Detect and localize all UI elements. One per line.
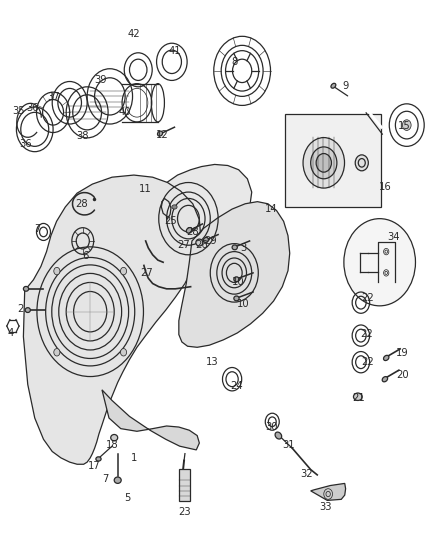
Text: 28: 28 <box>75 199 88 209</box>
Text: 16: 16 <box>378 182 391 192</box>
Text: 19: 19 <box>396 348 409 358</box>
Bar <box>286 114 381 207</box>
Ellipse shape <box>111 434 118 441</box>
Ellipse shape <box>25 308 30 312</box>
Polygon shape <box>102 390 199 450</box>
Ellipse shape <box>355 155 368 171</box>
Text: 11: 11 <box>138 184 151 195</box>
Text: 39: 39 <box>94 76 106 85</box>
Polygon shape <box>23 175 201 464</box>
Text: 32: 32 <box>300 469 313 479</box>
Text: 9: 9 <box>343 81 349 91</box>
Ellipse shape <box>232 245 237 250</box>
Ellipse shape <box>331 83 336 88</box>
Polygon shape <box>311 483 346 500</box>
Ellipse shape <box>23 286 28 291</box>
Ellipse shape <box>96 457 101 461</box>
Text: 25: 25 <box>165 216 177 227</box>
Text: 13: 13 <box>206 357 219 367</box>
Ellipse shape <box>275 432 282 439</box>
Text: 41: 41 <box>169 46 182 56</box>
Text: 22: 22 <box>360 329 373 339</box>
Text: 29: 29 <box>204 236 217 246</box>
Ellipse shape <box>353 393 362 400</box>
Text: 30: 30 <box>265 422 278 432</box>
Text: 31: 31 <box>283 440 295 450</box>
Text: 7: 7 <box>35 224 41 235</box>
Ellipse shape <box>382 377 388 382</box>
Ellipse shape <box>158 131 162 136</box>
Polygon shape <box>179 201 290 348</box>
Ellipse shape <box>234 296 239 301</box>
Ellipse shape <box>403 120 411 131</box>
Ellipse shape <box>120 349 127 356</box>
Text: 23: 23 <box>178 507 191 517</box>
Circle shape <box>344 219 416 306</box>
Text: 5: 5 <box>124 492 131 503</box>
Text: 6: 6 <box>83 251 89 261</box>
Text: 20: 20 <box>396 370 409 381</box>
Ellipse shape <box>172 205 177 209</box>
Text: 7: 7 <box>102 474 109 484</box>
Text: 22: 22 <box>361 293 374 303</box>
Text: 21: 21 <box>352 393 365 403</box>
Text: 38: 38 <box>77 131 89 141</box>
Text: 36: 36 <box>20 139 32 149</box>
Text: 18: 18 <box>106 440 118 450</box>
Polygon shape <box>122 165 252 272</box>
Ellipse shape <box>54 349 60 356</box>
Text: 24: 24 <box>230 381 243 391</box>
Text: 3: 3 <box>240 243 246 253</box>
Text: 10: 10 <box>237 298 249 309</box>
Text: 10: 10 <box>232 278 245 287</box>
Bar <box>179 469 190 502</box>
Text: 40: 40 <box>119 107 131 117</box>
Text: 8: 8 <box>231 57 237 67</box>
Text: 35: 35 <box>12 106 25 116</box>
Text: 34: 34 <box>387 232 400 243</box>
Text: 27: 27 <box>141 268 153 278</box>
Text: 27: 27 <box>178 240 191 250</box>
Ellipse shape <box>196 239 203 246</box>
Text: 14: 14 <box>265 204 278 214</box>
Ellipse shape <box>311 147 337 179</box>
Ellipse shape <box>384 356 389 360</box>
Text: 33: 33 <box>320 502 332 512</box>
Text: 36: 36 <box>26 103 39 113</box>
Ellipse shape <box>186 228 192 233</box>
Ellipse shape <box>120 268 127 275</box>
Text: 1: 1 <box>131 453 137 463</box>
Text: 15: 15 <box>398 120 411 131</box>
Ellipse shape <box>234 277 239 281</box>
Text: 28: 28 <box>187 227 199 237</box>
Text: 22: 22 <box>361 357 374 367</box>
Text: 26: 26 <box>195 240 208 250</box>
Ellipse shape <box>316 154 332 172</box>
Ellipse shape <box>54 268 60 275</box>
Ellipse shape <box>114 477 121 483</box>
Ellipse shape <box>303 138 345 188</box>
Text: 17: 17 <box>88 461 101 471</box>
Text: 4: 4 <box>7 328 14 338</box>
Text: 2: 2 <box>17 304 24 314</box>
Ellipse shape <box>203 237 208 243</box>
Text: 42: 42 <box>127 29 140 39</box>
Text: 12: 12 <box>156 130 169 140</box>
Text: 37: 37 <box>48 92 60 102</box>
